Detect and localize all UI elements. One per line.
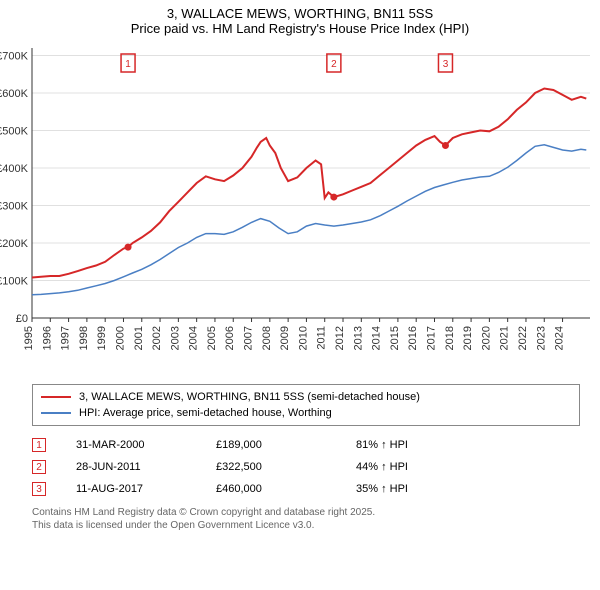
x-tick-label: 2019 [462,326,474,350]
legend: 3, WALLACE MEWS, WORTHING, BN11 5SS (sem… [32,384,580,426]
sale-price: £460,000 [216,483,356,495]
sale-point [330,194,337,201]
license-line1: Contains HM Land Registry data © Crown c… [32,506,580,519]
x-tick-label: 2013 [352,326,364,350]
x-tick-label: 2011 [316,326,328,350]
sale-row-marker: 3 [32,482,46,496]
x-tick-label: 1999 [96,326,108,350]
x-tick-label: 2014 [371,326,383,350]
sale-marker-number: 2 [331,59,337,70]
sales-table: 1 31-MAR-2000£189,00081% ↑ HPI 2 28-JUN-201… [32,434,580,500]
legend-item: 3, WALLACE MEWS, WORTHING, BN11 5SS (sem… [41,389,571,405]
x-tick-label: 2007 [243,326,255,350]
x-tick-label: 2024 [554,326,566,350]
legend-label: 3, WALLACE MEWS, WORTHING, BN11 5SS (sem… [79,391,420,403]
x-tick-label: 2018 [444,326,456,350]
y-tick-label: £100K [0,276,29,288]
x-tick-label: 1995 [23,326,35,350]
title-subtitle: Price paid vs. HM Land Registry's House … [0,21,600,36]
x-tick-label: 2001 [133,326,145,350]
line-chart-svg: £0 £100K £200K £300K £400K £500K £600K £700K 199… [0,38,600,378]
x-tick-label: 2020 [480,326,492,350]
x-tick-label: 1998 [78,326,90,350]
sale-row-marker: 2 [32,460,46,474]
chart-title: 3, WALLACE MEWS, WORTHING, BN11 5SS Pric… [0,0,600,38]
x-tick-label: 2006 [224,326,236,350]
x-tick-label: 2023 [535,326,547,350]
x-tick-label: 2021 [499,326,511,350]
x-tick-label: 2005 [206,326,218,350]
legend-item: HPI: Average price, semi-detached house,… [41,405,571,421]
sale-row: 1 31-MAR-2000£189,00081% ↑ HPI [32,434,580,456]
x-tick-label: 2016 [407,326,419,350]
license-text: Contains HM Land Registry data © Crown c… [32,506,580,532]
y-tick-label: £200K [0,238,29,250]
sale-row: 3 11-AUG-2017£460,00035% ↑ HPI [32,478,580,500]
y-tick-label: £300K [0,201,29,213]
sale-row-marker: 1 [32,438,46,452]
sale-point [125,244,132,251]
sale-row: 2 28-JUN-2011£322,50044% ↑ HPI [32,456,580,478]
x-tick-label: 1996 [41,326,53,350]
x-tick-label: 2003 [169,326,181,350]
x-tick-label: 2017 [425,326,437,350]
x-tick-label: 2015 [389,326,401,350]
y-tick-label: £0 [16,313,28,325]
license-line2: This data is licensed under the Open Gov… [32,519,580,532]
y-tick-label: £700K [0,51,29,63]
x-tick-label: 2022 [517,326,529,350]
x-tick-label: 2009 [279,326,291,350]
sale-price: £322,500 [216,461,356,473]
sale-marker-number: 1 [125,59,131,70]
legend-label: HPI: Average price, semi-detached house,… [79,407,332,419]
sale-pct-vs-hpi: 81% ↑ HPI [356,439,476,451]
sale-date: 11-AUG-2017 [76,483,216,495]
legend-swatch [41,412,71,414]
sale-date: 31-MAR-2000 [76,439,216,451]
sale-point [442,142,449,149]
x-tick-label: 2004 [188,326,200,350]
sale-date: 28-JUN-2011 [76,461,216,473]
title-address: 3, WALLACE MEWS, WORTHING, BN11 5SS [0,6,600,21]
x-tick-label: 2002 [151,326,163,350]
x-tick-label: 1997 [60,326,72,350]
plot-area: £0 £100K £200K £300K £400K £500K £600K £700K 199… [0,38,600,378]
sale-pct-vs-hpi: 35% ↑ HPI [356,483,476,495]
sale-pct-vs-hpi: 44% ↑ HPI [356,461,476,473]
chart-container: 3, WALLACE MEWS, WORTHING, BN11 5SS Pric… [0,0,600,532]
x-tick-label: 2000 [114,326,126,350]
sale-marker-number: 3 [443,59,449,70]
x-tick-label: 2008 [261,326,273,350]
sale-price: £189,000 [216,439,356,451]
y-tick-label: £500K [0,126,29,138]
x-tick-label: 2012 [334,326,346,350]
y-tick-label: £400K [0,163,29,175]
y-tick-label: £600K [0,88,29,100]
x-tick-label: 2010 [297,326,309,350]
legend-swatch [41,396,71,398]
